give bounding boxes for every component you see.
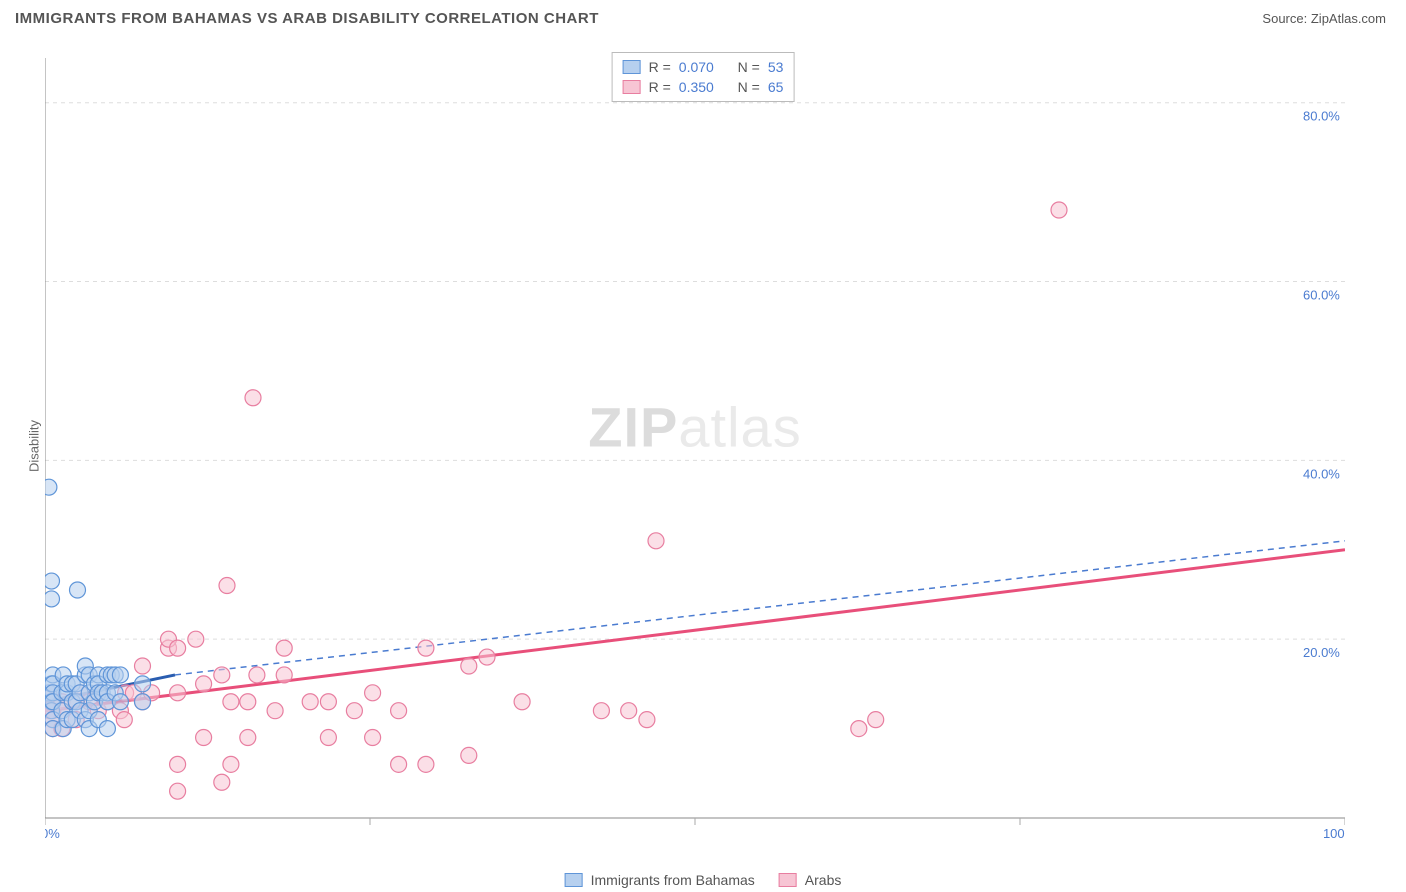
chart-title: IMMIGRANTS FROM BAHAMAS VS ARAB DISABILI… — [15, 10, 599, 27]
data-point-arabs — [461, 658, 477, 674]
data-point-arabs — [223, 756, 239, 772]
data-point-arabs — [267, 703, 283, 719]
source-name: ZipAtlas.com — [1311, 11, 1386, 26]
data-point-arabs — [276, 640, 292, 656]
data-point-arabs — [214, 774, 230, 790]
data-point-arabs — [479, 649, 495, 665]
trendline-arabs — [45, 550, 1345, 711]
legend-item-arabs: Arabs — [779, 872, 842, 888]
data-point-arabs — [170, 783, 186, 799]
data-point-arabs — [320, 730, 336, 746]
legend-label: Immigrants from Bahamas — [591, 872, 755, 888]
chart-area: ZIPatlas 20.0%40.0%60.0%80.0%0.0%100.0% — [45, 48, 1345, 838]
y-tick-label: 20.0% — [1303, 645, 1340, 660]
data-point-arabs — [116, 712, 132, 728]
y-tick-label: 80.0% — [1303, 109, 1340, 124]
data-point-arabs — [391, 756, 407, 772]
data-point-arabs — [170, 685, 186, 701]
data-point-arabs — [170, 756, 186, 772]
data-point-arabs — [302, 694, 318, 710]
data-point-arabs — [593, 703, 609, 719]
series-legend: Immigrants from Bahamas Arabs — [565, 872, 842, 888]
data-point-bahamas — [135, 676, 151, 692]
data-point-arabs — [240, 730, 256, 746]
r-value: 0.350 — [679, 79, 714, 95]
data-point-arabs — [240, 694, 256, 710]
data-point-arabs — [639, 712, 655, 728]
data-point-arabs — [249, 667, 265, 683]
data-point-arabs — [214, 667, 230, 683]
x-tick-label: 100.0% — [1323, 826, 1345, 838]
data-point-arabs — [196, 676, 212, 692]
source-attribution: Source: ZipAtlas.com — [1262, 11, 1386, 26]
data-point-arabs — [346, 703, 362, 719]
data-point-arabs — [245, 390, 261, 406]
r-value: 0.070 — [679, 59, 714, 75]
data-point-arabs — [851, 721, 867, 737]
y-tick-label: 40.0% — [1303, 466, 1340, 481]
n-prefix: N = — [738, 59, 760, 75]
swatch-icon — [623, 80, 641, 94]
data-point-bahamas — [99, 721, 115, 737]
data-point-arabs — [170, 640, 186, 656]
n-value: 53 — [768, 59, 784, 75]
r-prefix: R = — [649, 79, 671, 95]
y-axis-label: Disability — [27, 420, 42, 472]
data-point-arabs — [365, 685, 381, 701]
data-point-arabs — [514, 694, 530, 710]
legend-item-bahamas: Immigrants from Bahamas — [565, 872, 755, 888]
data-point-arabs — [868, 712, 884, 728]
data-point-arabs — [135, 658, 151, 674]
n-prefix: N = — [738, 79, 760, 95]
x-tick-label: 0.0% — [45, 826, 60, 838]
data-point-bahamas — [112, 667, 128, 683]
swatch-icon — [565, 873, 583, 887]
data-point-arabs — [276, 667, 292, 683]
data-point-arabs — [648, 533, 664, 549]
source-label: Source: — [1262, 11, 1307, 26]
data-point-arabs — [391, 703, 407, 719]
data-point-bahamas — [45, 573, 60, 589]
data-point-arabs — [320, 694, 336, 710]
data-point-arabs — [621, 703, 637, 719]
data-point-bahamas — [45, 591, 60, 607]
data-point-arabs — [418, 640, 434, 656]
data-point-arabs — [223, 694, 239, 710]
data-point-arabs — [1051, 202, 1067, 218]
swatch-icon — [623, 60, 641, 74]
data-point-arabs — [365, 730, 381, 746]
stats-row-arabs: R = 0.350 N = 65 — [623, 77, 784, 97]
data-point-arabs — [418, 756, 434, 772]
header-row: IMMIGRANTS FROM BAHAMAS VS ARAB DISABILI… — [0, 0, 1406, 32]
data-point-arabs — [461, 747, 477, 763]
data-point-bahamas — [45, 479, 57, 495]
data-point-arabs — [219, 578, 235, 594]
r-prefix: R = — [649, 59, 671, 75]
stats-row-bahamas: R = 0.070 N = 53 — [623, 57, 784, 77]
scatter-plot: 20.0% 40.0% 60.0% 80.0% 0.0% 100.0% — [45, 48, 1345, 838]
legend-label: Arabs — [805, 872, 842, 888]
data-point-bahamas — [112, 694, 128, 710]
y-tick-label: 60.0% — [1303, 288, 1340, 303]
data-point-arabs — [196, 730, 212, 746]
data-point-bahamas — [70, 582, 86, 598]
swatch-icon — [779, 873, 797, 887]
data-point-arabs — [188, 631, 204, 647]
stats-legend: R = 0.070 N = 53 R = 0.350 N = 65 — [612, 52, 795, 102]
data-point-bahamas — [135, 694, 151, 710]
trendline-bahamas-extended — [175, 541, 1345, 675]
n-value: 65 — [768, 79, 784, 95]
